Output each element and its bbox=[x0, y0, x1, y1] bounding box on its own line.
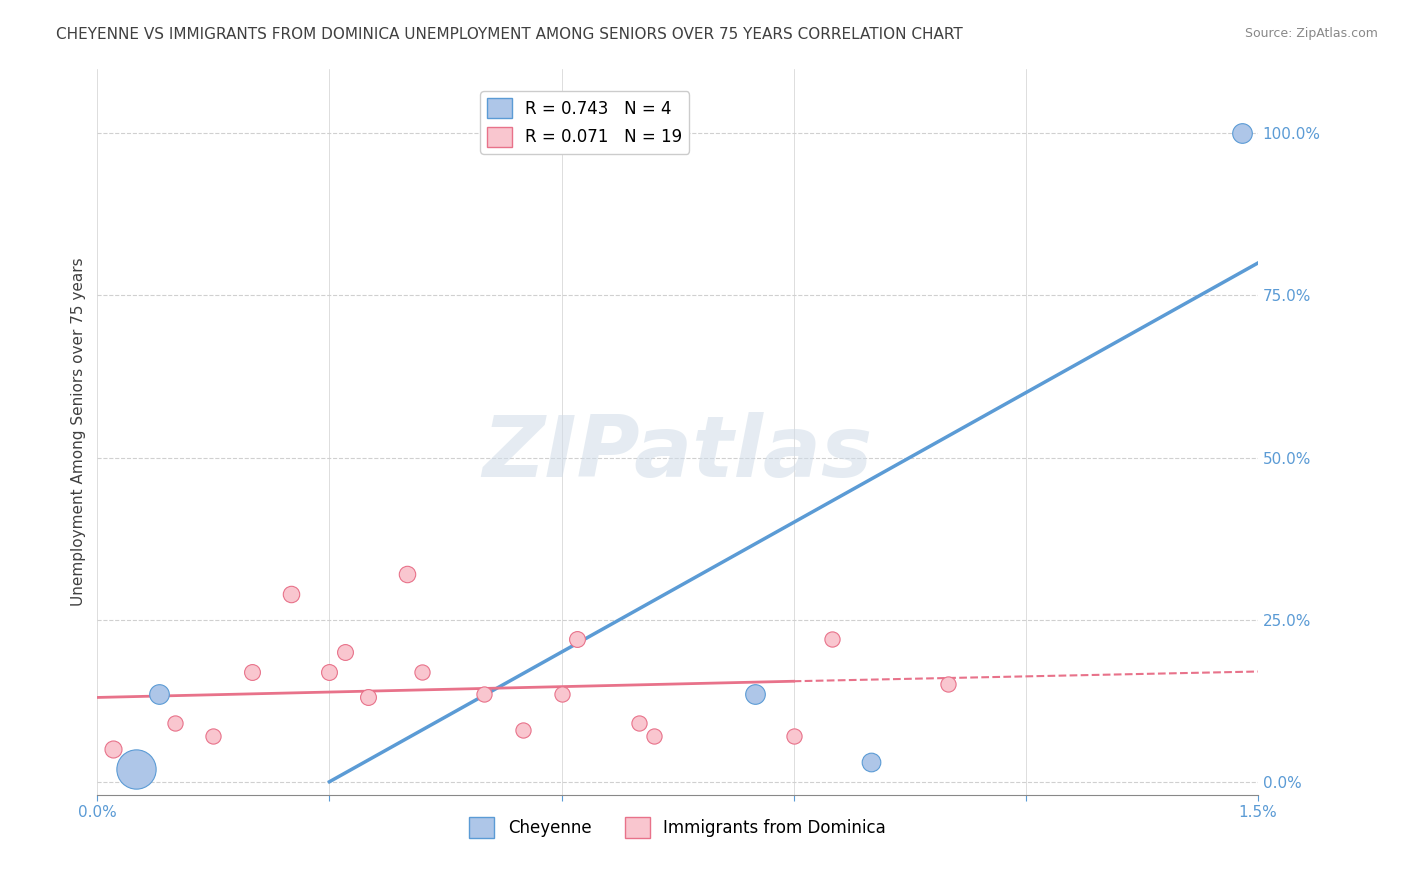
Point bbox=[550, 687, 572, 701]
Point bbox=[1232, 127, 1254, 141]
Point bbox=[163, 716, 186, 731]
Point bbox=[643, 730, 665, 744]
Point bbox=[318, 665, 340, 679]
Point bbox=[411, 665, 433, 679]
Point bbox=[240, 665, 263, 679]
Point bbox=[565, 632, 588, 646]
Point bbox=[280, 587, 302, 601]
Point bbox=[101, 742, 124, 756]
Point bbox=[148, 687, 170, 701]
Legend: Cheyenne, Immigrants from Dominica: Cheyenne, Immigrants from Dominica bbox=[463, 811, 893, 845]
Point bbox=[512, 723, 534, 737]
Point bbox=[202, 730, 225, 744]
Point bbox=[782, 730, 804, 744]
Point bbox=[472, 687, 495, 701]
Point bbox=[859, 756, 882, 770]
Point bbox=[333, 645, 356, 659]
Y-axis label: Unemployment Among Seniors over 75 years: Unemployment Among Seniors over 75 years bbox=[72, 257, 86, 606]
Text: CHEYENNE VS IMMIGRANTS FROM DOMINICA UNEMPLOYMENT AMONG SENIORS OVER 75 YEARS CO: CHEYENNE VS IMMIGRANTS FROM DOMINICA UNE… bbox=[56, 27, 963, 42]
Point bbox=[125, 762, 148, 776]
Text: Source: ZipAtlas.com: Source: ZipAtlas.com bbox=[1244, 27, 1378, 40]
Point bbox=[395, 567, 418, 582]
Text: ZIPatlas: ZIPatlas bbox=[482, 412, 873, 495]
Point bbox=[821, 632, 844, 646]
Point bbox=[744, 687, 766, 701]
Point bbox=[357, 690, 380, 705]
Point bbox=[627, 716, 650, 731]
Point bbox=[938, 677, 960, 691]
